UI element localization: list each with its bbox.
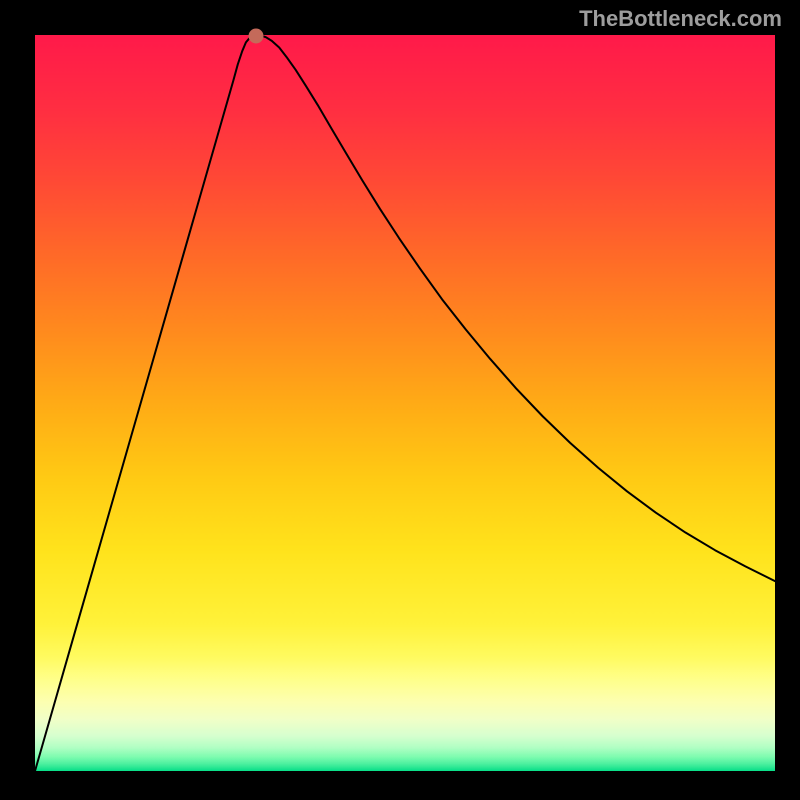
watermark-link[interactable]: TheBottleneck.com: [579, 6, 782, 32]
bottleneck-curve: [35, 35, 775, 771]
optimal-point-marker: [248, 29, 263, 44]
curve-path: [35, 35, 775, 771]
plot-area: [35, 35, 775, 771]
chart-stage: TheBottleneck.com: [0, 0, 800, 800]
